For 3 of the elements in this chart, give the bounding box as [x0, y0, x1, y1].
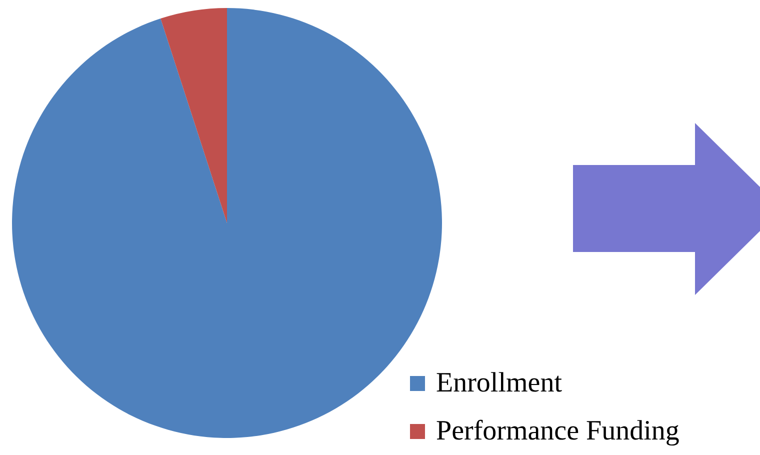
legend-label: Performance Funding	[436, 415, 680, 446]
legend-label: Enrollment	[436, 367, 562, 398]
pie-slice	[160, 8, 227, 223]
